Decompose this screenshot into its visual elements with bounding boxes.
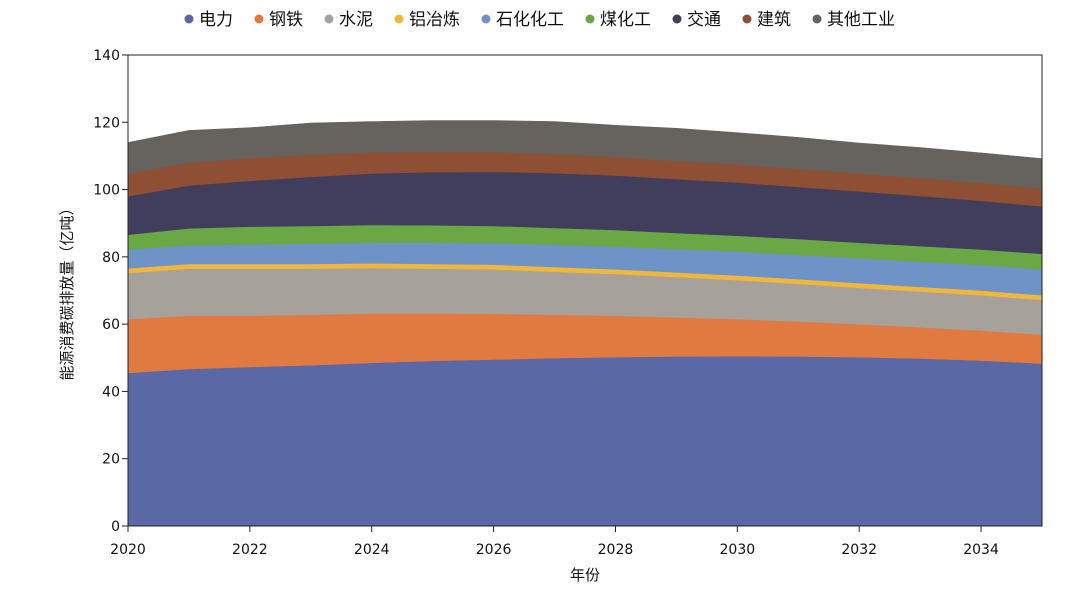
x-tick-label: 2032 xyxy=(841,542,877,558)
legend: 电力 钢铁 水泥 铝冶炼 石化化工 煤化工 交通 建筑 其他工业 xyxy=(184,10,895,30)
legend-label: 交通 xyxy=(687,10,721,30)
x-tick-label: 2030 xyxy=(720,542,756,558)
y-axis-title: 能源消费碳排放量（亿吨） xyxy=(58,200,76,380)
legend-label: 电力 xyxy=(199,10,233,30)
legend-swatch xyxy=(672,14,682,24)
legend-label: 水泥 xyxy=(339,10,373,30)
x-tick-label: 2020 xyxy=(110,542,146,558)
x-tick-label: 2026 xyxy=(476,542,512,558)
x-tick-label: 2028 xyxy=(598,542,634,558)
legend-label: 建筑 xyxy=(757,10,791,30)
legend-item-1: 钢铁 xyxy=(254,10,303,30)
x-tick-label: 2022 xyxy=(232,542,268,558)
legend-label: 其他工业 xyxy=(827,10,895,30)
legend-item-4: 石化化工 xyxy=(481,10,564,30)
legend-item-5: 煤化工 xyxy=(585,10,651,30)
legend-label: 铝冶炼 xyxy=(409,10,460,30)
legend-label: 石化化工 xyxy=(496,10,564,30)
legend-swatch xyxy=(481,14,491,24)
plot-frame xyxy=(127,54,1043,527)
axes xyxy=(127,54,1043,527)
legend-swatch xyxy=(812,14,822,24)
legend-swatch xyxy=(585,14,595,24)
x-axis-title: 年份 xyxy=(570,566,600,584)
legend-swatch xyxy=(184,14,194,24)
legend-item-6: 交通 xyxy=(672,10,721,30)
legend-label: 钢铁 xyxy=(269,10,303,30)
x-tick-label: 2024 xyxy=(354,542,390,558)
y-tick-label: 20 xyxy=(102,452,120,468)
y-axis-ticks: 0 20 40 60 80 100 120 140 xyxy=(93,48,128,535)
y-tick-label: 80 xyxy=(102,250,120,266)
x-axis-ticks: 2020 2022 2024 2026 2028 2030 2032 2034 xyxy=(110,526,999,558)
legend-item-7: 建筑 xyxy=(742,10,791,30)
legend-label: 煤化工 xyxy=(600,10,651,30)
area-series-0 xyxy=(127,355,1043,527)
y-tick-label: 40 xyxy=(102,384,120,400)
y-tick-label: 140 xyxy=(93,48,120,64)
y-tick-label: 120 xyxy=(93,115,120,131)
legend-swatch xyxy=(394,14,404,24)
legend-swatch xyxy=(254,14,264,24)
area-series-group xyxy=(127,120,1043,527)
y-tick-label: 100 xyxy=(93,183,120,199)
legend-item-8: 其他工业 xyxy=(812,10,895,30)
y-tick-label: 0 xyxy=(111,519,120,535)
legend-item-3: 铝冶炼 xyxy=(394,10,460,30)
legend-item-0: 电力 xyxy=(184,10,233,30)
x-tick-label: 2034 xyxy=(963,542,999,558)
legend-swatch xyxy=(324,14,334,24)
legend-swatch xyxy=(742,14,752,24)
legend-item-2: 水泥 xyxy=(324,10,373,30)
y-tick-label: 60 xyxy=(102,317,120,333)
